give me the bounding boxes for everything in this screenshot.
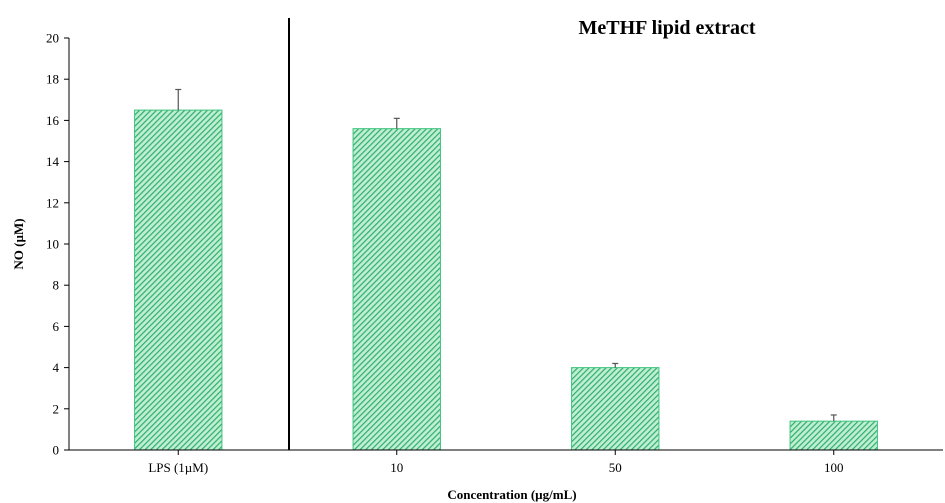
y-tick-label: 16 xyxy=(46,113,60,128)
y-tick-label: 2 xyxy=(53,401,60,416)
bars-group xyxy=(134,88,878,451)
x-tick-label: LPS (1µM) xyxy=(148,460,208,475)
y-tick-label: 4 xyxy=(53,360,60,375)
y-tick-label: 18 xyxy=(46,72,59,87)
bar xyxy=(352,128,441,451)
y-axis-ticks: 0 2 4 6 8 10 12 14 16 18 20 xyxy=(46,31,69,458)
y-tick-label: 10 xyxy=(46,237,59,252)
y-tick-label: 14 xyxy=(46,154,60,169)
y-axis-title: NO (µM) xyxy=(11,218,26,269)
bar xyxy=(571,367,660,451)
bar xyxy=(134,109,223,451)
y-tick-label: 20 xyxy=(46,31,59,46)
x-tick-label: 100 xyxy=(824,460,844,475)
chart-title: MeTHF lipid extract xyxy=(579,17,756,39)
y-tick-label: 0 xyxy=(53,443,60,458)
x-tick-label: 10 xyxy=(390,460,403,475)
x-axis-ticks: LPS (1µM) 10 50 100 xyxy=(148,450,844,475)
y-tick-label: 8 xyxy=(53,278,60,293)
x-tick-label: 50 xyxy=(609,460,622,475)
bar xyxy=(789,420,878,451)
y-tick-label: 12 xyxy=(46,195,59,210)
y-tick-label: 6 xyxy=(53,319,60,334)
x-axis-title: Concentration (µg/mL) xyxy=(447,487,576,502)
